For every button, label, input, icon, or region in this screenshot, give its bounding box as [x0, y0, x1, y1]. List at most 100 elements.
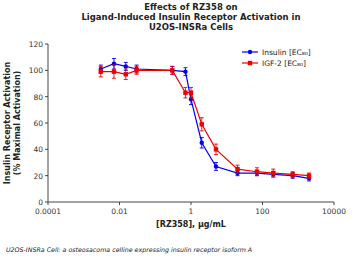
error-bar-cap — [99, 66, 103, 67]
error-bar — [255, 168, 259, 176]
error-bar-cap — [170, 74, 174, 75]
error-bar-cap — [183, 67, 187, 68]
data-point — [200, 141, 204, 145]
data-point — [124, 64, 128, 68]
y-axis-label: Insulin Receptor Activation(% Maximal Ac… — [3, 61, 22, 184]
legend-label: Insulin [EC₈₀] — [262, 48, 311, 57]
error-bar-cap — [189, 97, 193, 98]
x-tick-label: 10000 — [322, 207, 346, 216]
error-bar-cap — [170, 66, 174, 67]
error-bar-cap — [255, 175, 259, 176]
y-tick-label: 20 — [33, 172, 43, 181]
error-bar-cap — [291, 178, 295, 179]
data-point — [170, 68, 174, 72]
footnote: U2OS-INSRa Cell: a osteosacoma celline e… — [6, 246, 252, 254]
y-tick — [45, 149, 48, 150]
y-tick — [45, 70, 48, 71]
error-bar-cap — [112, 78, 116, 79]
error-bar-cap — [112, 65, 116, 66]
error-bar — [135, 65, 139, 73]
x-tick-label: 1 — [189, 207, 194, 216]
data-point — [134, 68, 138, 72]
x-tick — [262, 202, 263, 205]
error-bar — [183, 68, 187, 76]
data-point — [214, 147, 218, 151]
data-point — [235, 167, 239, 171]
error-bar-cap — [124, 79, 128, 80]
error-bar — [236, 165, 240, 173]
error-bar-cap — [214, 154, 218, 155]
error-bar-cap — [124, 62, 128, 63]
data-point — [291, 172, 295, 176]
error-bar-cap — [236, 165, 240, 166]
error-bar-cap — [135, 66, 139, 67]
error-bar — [189, 87, 193, 98]
series-line — [101, 64, 309, 179]
error-bar-cap — [271, 176, 275, 177]
legend-label: IGF-2 [EC₈₀] — [262, 59, 306, 68]
x-tick — [48, 202, 49, 205]
chart: Effects of RZ358 onLigand-Induced Insuli… — [0, 0, 352, 256]
data-point — [124, 72, 128, 76]
error-bar — [124, 69, 128, 80]
data-point — [255, 170, 259, 174]
data-point — [183, 91, 187, 95]
error-bar-cap — [291, 176, 295, 177]
error-bar — [124, 62, 128, 70]
error-bar-cap — [124, 69, 128, 70]
y-tick-label: 60 — [33, 119, 43, 128]
data-point — [200, 122, 204, 126]
error-bar — [200, 118, 204, 131]
data-point — [99, 69, 103, 73]
y-axis-label-line: (% Maximal Activation) — [13, 71, 22, 176]
error-bar-cap — [200, 117, 204, 118]
error-bar-cap — [183, 87, 187, 88]
error-bar-cap — [291, 171, 295, 172]
error-bar-cap — [236, 175, 240, 176]
x-tick — [334, 202, 335, 205]
legend-marker — [248, 61, 252, 65]
error-bar-cap — [200, 137, 204, 138]
x-tick — [119, 202, 120, 205]
title-line: Ligand-Induced Insulin Receptor Activati… — [81, 12, 300, 22]
data-point — [112, 69, 116, 73]
x-axis-label: [RZ358], μg/mL — [156, 220, 226, 229]
error-bar-cap — [135, 74, 139, 75]
error-bar-cap — [271, 176, 275, 177]
x-tick-label: 0.01 — [111, 207, 128, 216]
error-bar-cap — [99, 76, 103, 77]
y-tick-label: 0 — [38, 198, 43, 207]
error-bar — [99, 66, 103, 77]
error-bar-cap — [183, 75, 187, 76]
error-bar-cap — [99, 65, 103, 66]
error-bar-cap — [214, 162, 218, 163]
y-tick — [45, 175, 48, 176]
error-bar — [200, 137, 204, 148]
data-point — [170, 68, 174, 72]
error-bar — [214, 163, 218, 171]
error-bar-cap — [214, 144, 218, 145]
y-tick-label: 40 — [33, 145, 43, 154]
y-tick-label: 80 — [33, 93, 43, 102]
data-point — [189, 97, 193, 101]
title-line: U2OS-INSRa Cells — [149, 22, 233, 32]
error-bar-cap — [307, 173, 311, 174]
error-bar-cap — [183, 97, 187, 98]
x-tick-label: 100 — [255, 207, 270, 216]
y-axis-label-line: Insulin Receptor Activation — [3, 61, 12, 184]
error-bar-cap — [112, 58, 116, 59]
error-bar — [271, 169, 275, 177]
x-tick — [191, 202, 192, 205]
y-tick-label: 100 — [29, 66, 44, 75]
data-point — [271, 171, 275, 175]
error-bar — [112, 65, 116, 78]
data-point — [189, 91, 193, 95]
error-bar — [170, 66, 174, 74]
y-tick-label: 120 — [29, 40, 44, 49]
data-point — [183, 69, 187, 73]
data-point — [112, 62, 116, 66]
error-bar-cap — [214, 170, 218, 171]
data-point — [214, 164, 218, 168]
error-bar-cap — [255, 175, 259, 176]
error-bar-cap — [200, 148, 204, 149]
